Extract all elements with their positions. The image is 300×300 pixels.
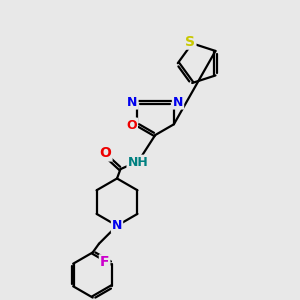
Text: O: O — [100, 146, 112, 161]
Text: N: N — [112, 219, 122, 232]
Text: N: N — [127, 96, 138, 109]
Text: N: N — [173, 96, 183, 109]
Text: NH: NH — [128, 156, 148, 169]
Text: F: F — [100, 255, 110, 269]
Text: O: O — [126, 118, 137, 131]
Text: S: S — [185, 34, 195, 49]
